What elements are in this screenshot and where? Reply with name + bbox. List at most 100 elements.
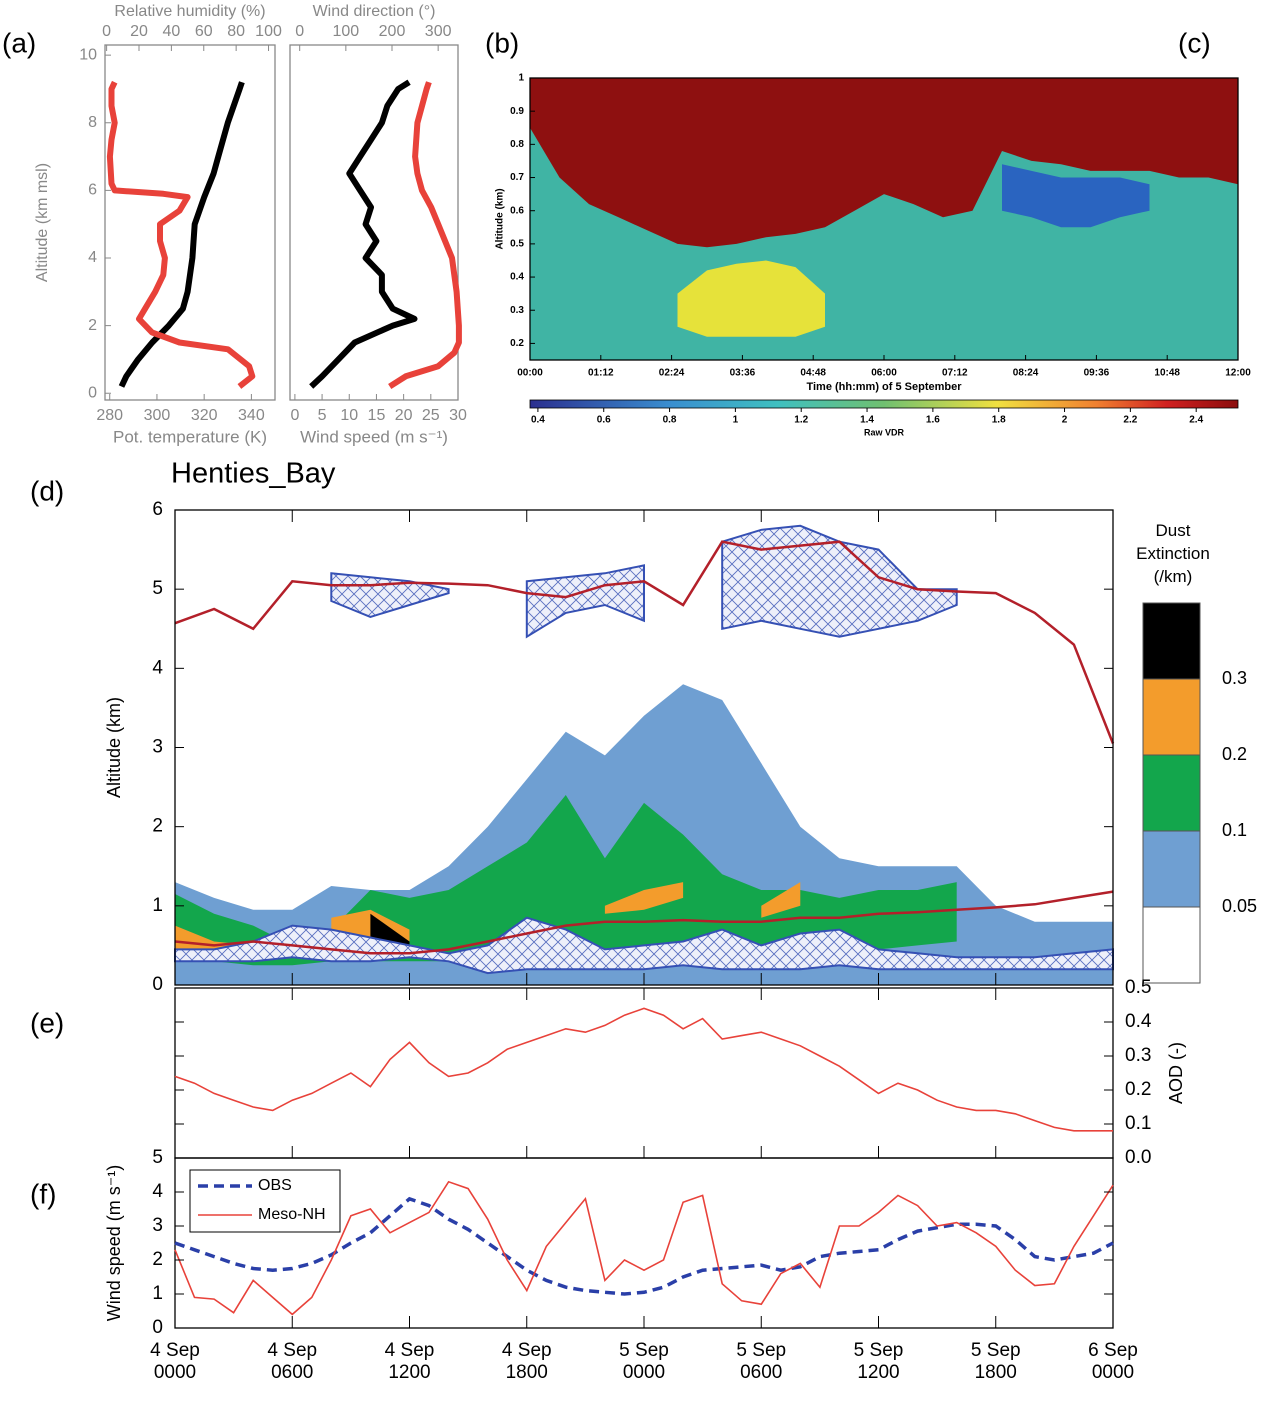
x2-tick-label: 200 — [379, 23, 406, 40]
x-tick-label: 5 Sep 1800 — [970, 1340, 1021, 1383]
y-tick-label: 10 — [79, 46, 97, 63]
y-tick-label: 0.3 — [510, 305, 524, 316]
colorbar-tick-label: 2 — [1062, 415, 1068, 426]
legend-title: Dust Extinction (/km) — [1136, 521, 1210, 586]
x-tick-label: 4 Sep 1200 — [384, 1340, 435, 1383]
y-tick-label: 4 — [152, 1181, 163, 1202]
heatmap-region — [530, 78, 1238, 248]
x2-tick-label: 80 — [227, 23, 245, 40]
x-tick-label: 09:36 — [1084, 368, 1110, 379]
y-tick-label: 0.3 — [1125, 1045, 1151, 1066]
legend-swatch — [1142, 830, 1201, 908]
x-tick-label: 4 Sep 1800 — [501, 1340, 552, 1383]
x-tick-label: 07:12 — [942, 368, 968, 379]
y-tick-label: 0 — [88, 384, 97, 401]
x-tick-label: 06:00 — [871, 368, 897, 379]
colorbar-tick-label: 0.8 — [663, 415, 677, 426]
height-line — [174, 540, 1115, 744]
series-line — [174, 1007, 1113, 1132]
x-tick-label: 12:00 — [1225, 368, 1251, 379]
y-tick-label: 0 — [152, 974, 163, 995]
chart-title: Henties_Bay — [171, 458, 336, 490]
y-tick-label: 0.2 — [510, 338, 524, 349]
colorbar-label: Raw VDR — [864, 427, 905, 437]
y-tick-label: 5 — [152, 578, 163, 599]
plot-frame — [289, 44, 459, 401]
plot-frame — [174, 987, 1114, 1159]
y-axis-label: Wind speed (m s⁻¹) — [104, 1165, 124, 1322]
x2-tick-label: 0 — [295, 23, 304, 40]
x-tick-label: 320 — [191, 407, 218, 424]
y-tick-label: 4 — [152, 657, 163, 678]
y-axis-label: Altitude (km) — [104, 697, 124, 798]
x-tick-label: 0 — [290, 407, 299, 424]
x2-axis-label: Relative humidity (%) — [114, 3, 265, 20]
legend-box — [189, 1169, 341, 1233]
x-tick-label: 280 — [96, 407, 123, 424]
x-axis-label: Time (hh:mm) of 5 September — [806, 381, 962, 393]
y-axis-label: Altitude (km) — [495, 188, 506, 249]
x-tick-label: 6 Sep 0000 — [1088, 1340, 1138, 1383]
y-tick-label: 3 — [152, 737, 163, 758]
profile-line — [106, 80, 256, 389]
x-tick-label: 4 Sep 0000 — [150, 1340, 200, 1383]
colorbar-tick-label: 0.6 — [597, 415, 611, 426]
x-tick-label: 30 — [449, 407, 467, 424]
colorbar-tick-label: 0.4 — [531, 415, 545, 426]
colorbar-tick-label: 1 — [733, 415, 739, 426]
panel-label: (f) — [30, 1178, 56, 1209]
y-axis-label: Altitude (km msl) — [34, 163, 51, 282]
x-tick-label: 20 — [395, 407, 413, 424]
x-tick-label: 02:24 — [659, 368, 685, 379]
y-tick-label: 0 — [152, 1317, 163, 1338]
y-tick-label: 6 — [88, 182, 97, 199]
y-tick-label: 1 — [152, 1283, 163, 1304]
y-tick-label: 0.9 — [510, 106, 524, 117]
panel-label: (a) — [2, 27, 36, 58]
x2-tick-label: 60 — [195, 23, 213, 40]
y-tick-label: 5 — [152, 1147, 163, 1168]
colorbar-tick-label: 1.4 — [860, 415, 874, 426]
y-tick-label: 8 — [88, 114, 97, 131]
y-tick-label: 0.5 — [1125, 977, 1151, 998]
x2-tick-label: 0 — [102, 23, 111, 40]
colorbar-tick-label: 1.2 — [794, 415, 808, 426]
x-tick-label: 08:24 — [1013, 368, 1039, 379]
y-tick-label: 6 — [152, 499, 163, 520]
profile-line — [118, 81, 245, 388]
legend-swatch — [1142, 754, 1201, 832]
y-tick-label: 0.4 — [1125, 1011, 1152, 1032]
legend-level-label: 0.05 — [1222, 896, 1257, 916]
x-tick-label: 00:00 — [517, 368, 543, 379]
x-tick-label: 10 — [340, 407, 358, 424]
x-axis-label: Pot. temperature (K) — [113, 427, 267, 446]
x-tick-label: 04:48 — [800, 368, 826, 379]
y-axis-label: AOD (-) — [1166, 1042, 1186, 1104]
panel-label: (d) — [30, 475, 64, 506]
y-tick-label: 3 — [152, 1215, 163, 1236]
series-line — [174, 1180, 1114, 1316]
x2-tick-label: 100 — [255, 23, 282, 40]
heatmap-region — [677, 260, 825, 337]
x-tick-label: 5 — [318, 407, 327, 424]
legend-swatch — [1142, 906, 1201, 984]
y-tick-label: 0.5 — [510, 239, 524, 250]
x-tick-label: 5 Sep 0000 — [619, 1340, 669, 1383]
x2-axis-label: Wind direction (°) — [313, 3, 436, 20]
x-tick-label: 10:48 — [1154, 368, 1180, 379]
legend-swatch — [1142, 678, 1201, 756]
x2-tick-label: 300 — [425, 23, 452, 40]
height-line — [174, 890, 1114, 955]
profile-line — [309, 79, 418, 389]
y-tick-label: 4 — [88, 249, 97, 266]
x-tick-label: 340 — [238, 407, 265, 424]
legend-level-label: 0.3 — [1222, 668, 1247, 688]
x2-tick-label: 100 — [332, 23, 359, 40]
x-tick-label: 300 — [144, 407, 171, 424]
legend-swatch — [1142, 602, 1201, 680]
x-tick-label: 03:36 — [730, 368, 756, 379]
x-tick-label: 15 — [368, 407, 386, 424]
y-tick-label: 0.6 — [510, 205, 524, 216]
